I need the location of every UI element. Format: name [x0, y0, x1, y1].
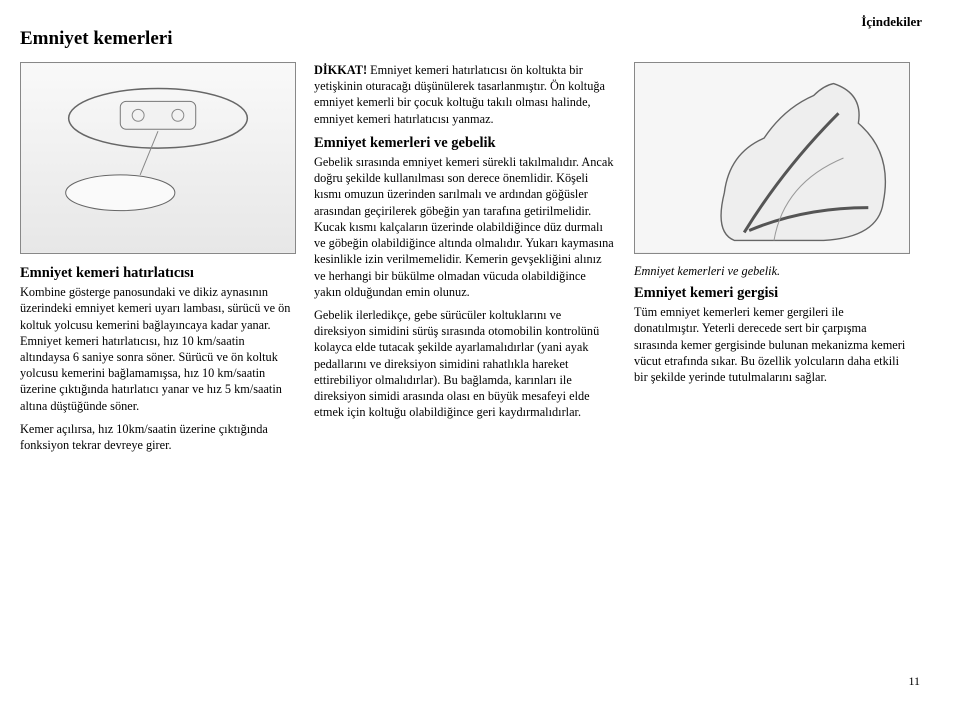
page-title: Emniyet kemerleri: [20, 28, 922, 50]
pregnancy-illustration: [635, 63, 909, 253]
page-number: 11: [908, 674, 920, 689]
overhead-console-illustration: [21, 63, 295, 253]
para-col1-1: Kombine gösterge panosundaki ve dikiz ay…: [20, 284, 296, 414]
heading-pregnancy: Emniyet kemerleri ve gebelik: [314, 134, 616, 152]
figure-pregnancy-seatbelt: 8803443a: [634, 62, 910, 254]
heading-seatbelt-reminder: Emniyet kemeri hatırlatıcısı: [20, 264, 296, 282]
para-col3-1: Tüm emniyet kemerleri kemer gergileri il…: [634, 304, 910, 385]
column-3: 8803443a Emniyet kemerleri ve gebelik. E…: [634, 62, 910, 460]
figure-caption-pregnancy: Emniyet kemerleri ve gebelik.: [634, 264, 910, 280]
para-dikkat: DİKKAT! Emniyet kemeri hatırlatıcısı ön …: [314, 62, 616, 127]
dikkat-label: DİKKAT!: [314, 63, 367, 77]
para-col1-2: Kemer açılırsa, hız 10km/saatin üzerine …: [20, 421, 296, 453]
column-2: DİKKAT! Emniyet kemeri hatırlatıcısı ön …: [314, 62, 616, 460]
heading-pretensioner: Emniyet kemeri gergisi: [634, 284, 910, 302]
content-columns: Emniyet kemeri hatırlatıcısı Kombine gös…: [20, 62, 922, 460]
para-col2-2: Gebelik ilerledikçe, gebe sürücüler kolt…: [314, 307, 616, 421]
column-1: Emniyet kemeri hatırlatıcısı Kombine gös…: [20, 62, 296, 460]
figure-overhead-console: [20, 62, 296, 254]
toc-link[interactable]: İçindekiler: [861, 14, 922, 30]
para-col2-1: Gebelik sırasında emniyet kemeri sürekli…: [314, 154, 616, 300]
